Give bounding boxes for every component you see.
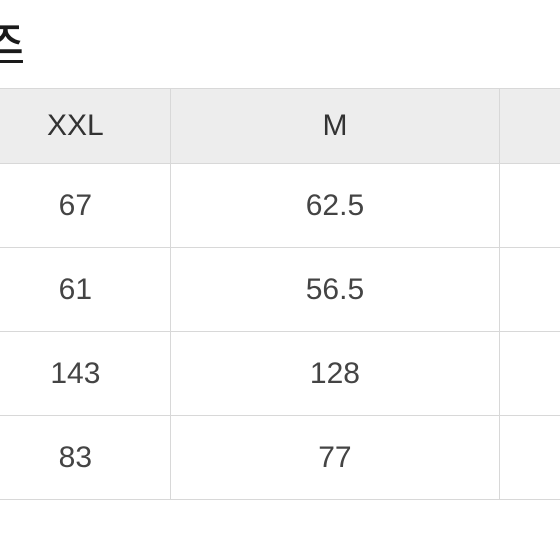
cell	[500, 248, 560, 332]
column-header-xxl: XXL	[0, 89, 170, 164]
cell: 62.5	[170, 164, 499, 248]
table-row: 61 56.5	[0, 248, 560, 332]
cell	[500, 416, 560, 500]
table-row: 83 77	[0, 416, 560, 500]
cell	[500, 164, 560, 248]
cell: 67	[0, 164, 170, 248]
cell: 143	[0, 332, 170, 416]
column-header-empty	[500, 89, 560, 164]
cell: 61	[0, 248, 170, 332]
page-title: 즈	[0, 10, 23, 65]
table-row: 143 128	[0, 332, 560, 416]
cell	[500, 332, 560, 416]
size-table-container: XXL M 67 62.5 61 56.5 143 128 83	[0, 88, 560, 500]
cell: 77	[170, 416, 499, 500]
column-header-m: M	[170, 89, 499, 164]
size-table: XXL M 67 62.5 61 56.5 143 128 83	[0, 88, 560, 500]
table-header-row: XXL M	[0, 89, 560, 164]
cell: 83	[0, 416, 170, 500]
table-row: 67 62.5	[0, 164, 560, 248]
cell: 56.5	[170, 248, 499, 332]
cell: 128	[170, 332, 499, 416]
